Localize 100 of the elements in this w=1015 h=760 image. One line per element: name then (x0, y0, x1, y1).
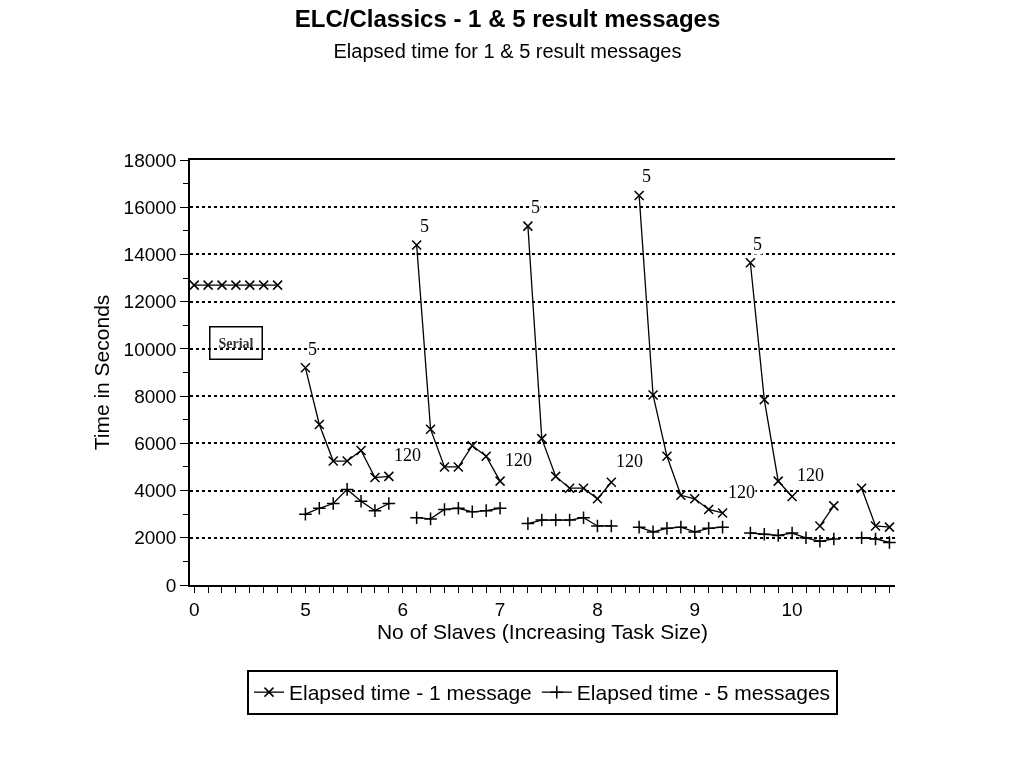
point (312, 501, 327, 516)
point (550, 471, 561, 482)
point (759, 394, 770, 405)
annotation: 120 (728, 482, 755, 502)
point (632, 520, 647, 535)
point (604, 518, 619, 534)
y-tick-label: 18000 (123, 149, 177, 171)
point (606, 477, 617, 488)
point (202, 279, 214, 291)
point (701, 521, 716, 536)
point (493, 501, 508, 516)
annotation: 5 (420, 216, 429, 236)
point (230, 279, 242, 291)
legend-label: Elapsed time - 1 message (289, 681, 532, 705)
point (661, 451, 673, 462)
point (437, 502, 452, 517)
chart-title: ELC/Classics - 1 & 5 result messages (294, 4, 721, 32)
point (743, 526, 758, 541)
point (467, 440, 478, 451)
y-tick-label: 14000 (123, 244, 177, 266)
y-tick-label: 16000 (123, 196, 177, 218)
y-axis-title: Time in Seconds (90, 294, 114, 451)
point (479, 503, 494, 518)
point (411, 239, 422, 251)
point (772, 475, 784, 487)
y-tick-label: 2000 (134, 527, 177, 549)
annotation: 120 (616, 451, 643, 471)
point (383, 471, 395, 482)
annotation: Serial (218, 335, 254, 351)
point (465, 504, 480, 519)
point (673, 520, 688, 535)
point (715, 520, 730, 535)
point (854, 530, 869, 545)
point (689, 493, 701, 505)
annotation: 120 (505, 450, 532, 470)
point (355, 445, 367, 456)
point (451, 501, 466, 516)
point (439, 461, 450, 473)
annotation: 120 (394, 445, 421, 465)
legend-label: Elapsed time - 5 messages (576, 681, 831, 705)
point (327, 455, 339, 467)
point (785, 526, 800, 541)
point (522, 220, 534, 232)
point (494, 475, 506, 487)
point (590, 518, 605, 534)
point (826, 531, 841, 547)
point (340, 482, 355, 497)
point (856, 482, 867, 494)
x-tick-label: 5 (300, 598, 311, 620)
point (646, 524, 661, 539)
x-tick-label: 10 (781, 598, 803, 620)
point (717, 507, 728, 519)
point (564, 482, 575, 494)
point (314, 419, 325, 430)
annotation: 5 (531, 197, 540, 217)
annotation: 5 (308, 339, 317, 359)
point (659, 521, 674, 536)
y-tick-label: 6000 (134, 432, 177, 454)
y-tick-label: 8000 (134, 385, 177, 407)
point (425, 423, 436, 435)
x-tick-label: 6 (397, 598, 409, 620)
y-tick-label: 12000 (123, 291, 177, 313)
x-tick-label: 7 (494, 598, 506, 620)
point (244, 279, 256, 291)
x-axis-title: No of Slaves (Increasing Task Size) (376, 620, 709, 644)
chart-subtitle: Elapsed time for 1 & 5 result messages (333, 39, 682, 62)
point (326, 496, 341, 511)
point (675, 490, 687, 501)
annotation: 120 (797, 465, 824, 485)
x-tick-label: 8 (592, 598, 603, 620)
point (300, 362, 311, 374)
point (353, 494, 369, 509)
annotation: 5 (753, 234, 762, 254)
point (369, 472, 381, 483)
annotation: 5 (642, 166, 651, 186)
point (882, 535, 897, 550)
point (592, 493, 603, 505)
point (757, 527, 772, 542)
point (536, 433, 548, 444)
point (884, 521, 895, 533)
point (745, 257, 756, 268)
point (381, 496, 396, 511)
x-tick-label: 9 (689, 598, 701, 620)
point (409, 510, 424, 525)
point (367, 503, 382, 518)
y-tick-label: 10000 (123, 338, 177, 360)
y-tick-label: 0 (165, 574, 177, 596)
point (868, 531, 883, 547)
point (453, 461, 464, 473)
point (633, 190, 645, 201)
y-tick-label: 4000 (134, 480, 177, 502)
point (480, 451, 492, 462)
point (576, 510, 591, 525)
point (520, 516, 535, 531)
point (548, 513, 563, 528)
x-tick-label: 0 (188, 598, 200, 620)
point (298, 507, 313, 522)
point (687, 524, 702, 539)
point (870, 520, 881, 532)
point (578, 482, 589, 494)
